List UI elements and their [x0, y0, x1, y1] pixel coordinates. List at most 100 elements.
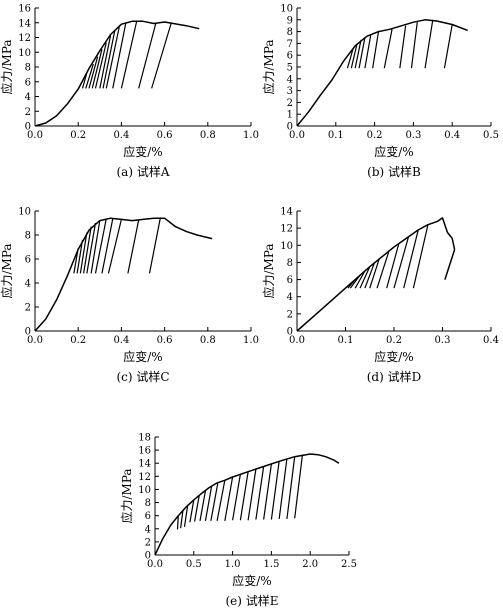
unloading-line — [443, 24, 453, 69]
y-tick-label: 12 — [18, 33, 31, 44]
unloading-line — [112, 23, 127, 89]
x-tick-label: 1.0 — [243, 335, 259, 346]
x-tick-label: 0.8 — [200, 335, 216, 346]
unloading-line — [393, 236, 410, 289]
y-tick-label: 0 — [25, 327, 31, 338]
unloading-line — [85, 63, 94, 89]
y-tick-label: 14 — [280, 207, 293, 218]
x-tick-label: 1.5 — [263, 559, 279, 570]
envelope-curve-d — [296, 217, 456, 332]
unloading-line — [76, 239, 84, 274]
y-tick-label: 0 — [287, 327, 293, 338]
x-tick-label: 1.0 — [225, 559, 241, 570]
y-tick-label: 14 — [18, 18, 31, 29]
unloading-line — [216, 480, 226, 522]
chart-c: 0.0 0.2 0.4 0.6 0.8 1.0 0 2 4 6 8 10 应变/% 应力/MPa (c) 试… — [0, 207, 259, 385]
unloading-line — [359, 266, 371, 289]
unloading-line — [270, 461, 280, 520]
envelope-curve-a — [34, 20, 200, 127]
y-tick-label: 4 — [287, 74, 293, 85]
unloading-line — [105, 27, 120, 89]
y-tick-label: 6 — [145, 511, 151, 522]
unloading-line — [151, 23, 172, 89]
envelope-curve-e — [154, 453, 340, 556]
x-tick-label: 0.4 — [483, 335, 499, 346]
unloading-line — [383, 29, 393, 69]
unloading-line — [94, 218, 107, 274]
x-axis-label: 应变/% — [374, 144, 413, 159]
unloading-line — [386, 243, 400, 289]
chart-d: 0.0 0.1 0.2 0.3 0.4 0 2 4 6 8 10 12 14 应变/% 应力/MPa (d) … — [261, 207, 499, 385]
unloading-line — [90, 220, 101, 274]
x-tick-label: 2.5 — [341, 559, 357, 570]
envelope-curve-c — [34, 217, 213, 332]
unloading-line — [180, 510, 184, 529]
unloading-line — [410, 22, 418, 69]
envelope-curve-b — [296, 19, 468, 127]
x-tick-label: 0.2 — [367, 130, 383, 141]
x-tick-label: 1.0 — [243, 130, 259, 141]
chart-e: 0.0 0.5 1.0 1.5 2.0 2.5 0 2 4 6 8 10 12 14 16 18 应变/% 应力/… — [119, 433, 357, 609]
y-tick-label: 1 — [287, 110, 293, 121]
y-tick-label: 10 — [280, 241, 293, 252]
y-axis-label: 应力/MPa — [261, 39, 276, 94]
unloading-line — [127, 219, 140, 274]
unloading-line — [183, 505, 189, 527]
unloading-line — [232, 474, 241, 521]
unloading-line — [79, 232, 88, 274]
y-tick-label: 8 — [25, 63, 31, 74]
y-tick-label: 4 — [287, 292, 293, 303]
y-axis-label: 应力/MPa — [0, 243, 14, 298]
y-tick-label: 4 — [25, 279, 31, 290]
unloading-line — [189, 499, 195, 523]
unloading-line — [350, 43, 358, 69]
unloading-line — [286, 456, 296, 520]
unloading-line — [354, 39, 362, 69]
y-tick-label: 7 — [287, 39, 293, 50]
unloading-line — [239, 471, 249, 521]
y-tick-label: 5 — [287, 63, 293, 74]
y-tick-label: 8 — [25, 231, 31, 242]
chart-a: 0.0 0.2 0.4 0.6 0.8 1.0 0 2 4 6 8 10 12 14 16 应变/% 应力/MP… — [0, 4, 259, 180]
chart-caption: (d) 试样D — [367, 369, 421, 384]
y-tick-label: 2 — [145, 537, 151, 548]
unloading-line — [346, 47, 354, 69]
y-axis-label: 应力/MPa — [119, 468, 134, 523]
x-tick-label: 0.5 — [186, 559, 202, 570]
x-axis-label: 应变/% — [374, 349, 413, 364]
y-tick-label: 6 — [25, 77, 31, 88]
chart-caption: (e) 试样E — [225, 593, 278, 608]
y-tick-label: 10 — [280, 4, 293, 15]
y-tick-label: 9 — [287, 15, 293, 26]
unloading-line — [278, 458, 288, 520]
unloading-line — [83, 226, 92, 274]
unloading-line — [99, 35, 112, 89]
unloading-line — [403, 229, 419, 289]
x-tick-label: 0.3 — [435, 335, 451, 346]
unloading-line — [138, 22, 157, 89]
unloading-line — [224, 476, 234, 522]
x-tick-label: 0.1 — [328, 130, 344, 141]
unloading-line — [263, 463, 272, 520]
unloading-line — [424, 19, 434, 69]
y-tick-label: 16 — [18, 4, 31, 15]
y-tick-label: 0 — [25, 122, 31, 133]
unloading-line — [369, 257, 381, 289]
y-tick-label: 10 — [18, 48, 31, 59]
x-axis-label: 应变/% — [123, 349, 162, 364]
x-tick-label: 0.0 — [27, 130, 43, 141]
unloading-line — [204, 486, 213, 522]
y-tick-label: 2 — [287, 309, 293, 320]
unloading-line — [376, 250, 390, 289]
y-tick-label: 3 — [287, 86, 293, 97]
unloading-line — [347, 279, 356, 289]
y-tick-label: 4 — [145, 524, 151, 535]
chart-caption: (c) 试样C — [116, 369, 169, 384]
y-tick-label: 2 — [25, 107, 31, 118]
x-tick-label: 0.2 — [70, 335, 86, 346]
y-tick-label: 18 — [138, 433, 151, 444]
x-tick-label: 0.4 — [113, 130, 129, 141]
y-tick-label: 12 — [280, 224, 293, 235]
unloading-line — [412, 224, 429, 289]
